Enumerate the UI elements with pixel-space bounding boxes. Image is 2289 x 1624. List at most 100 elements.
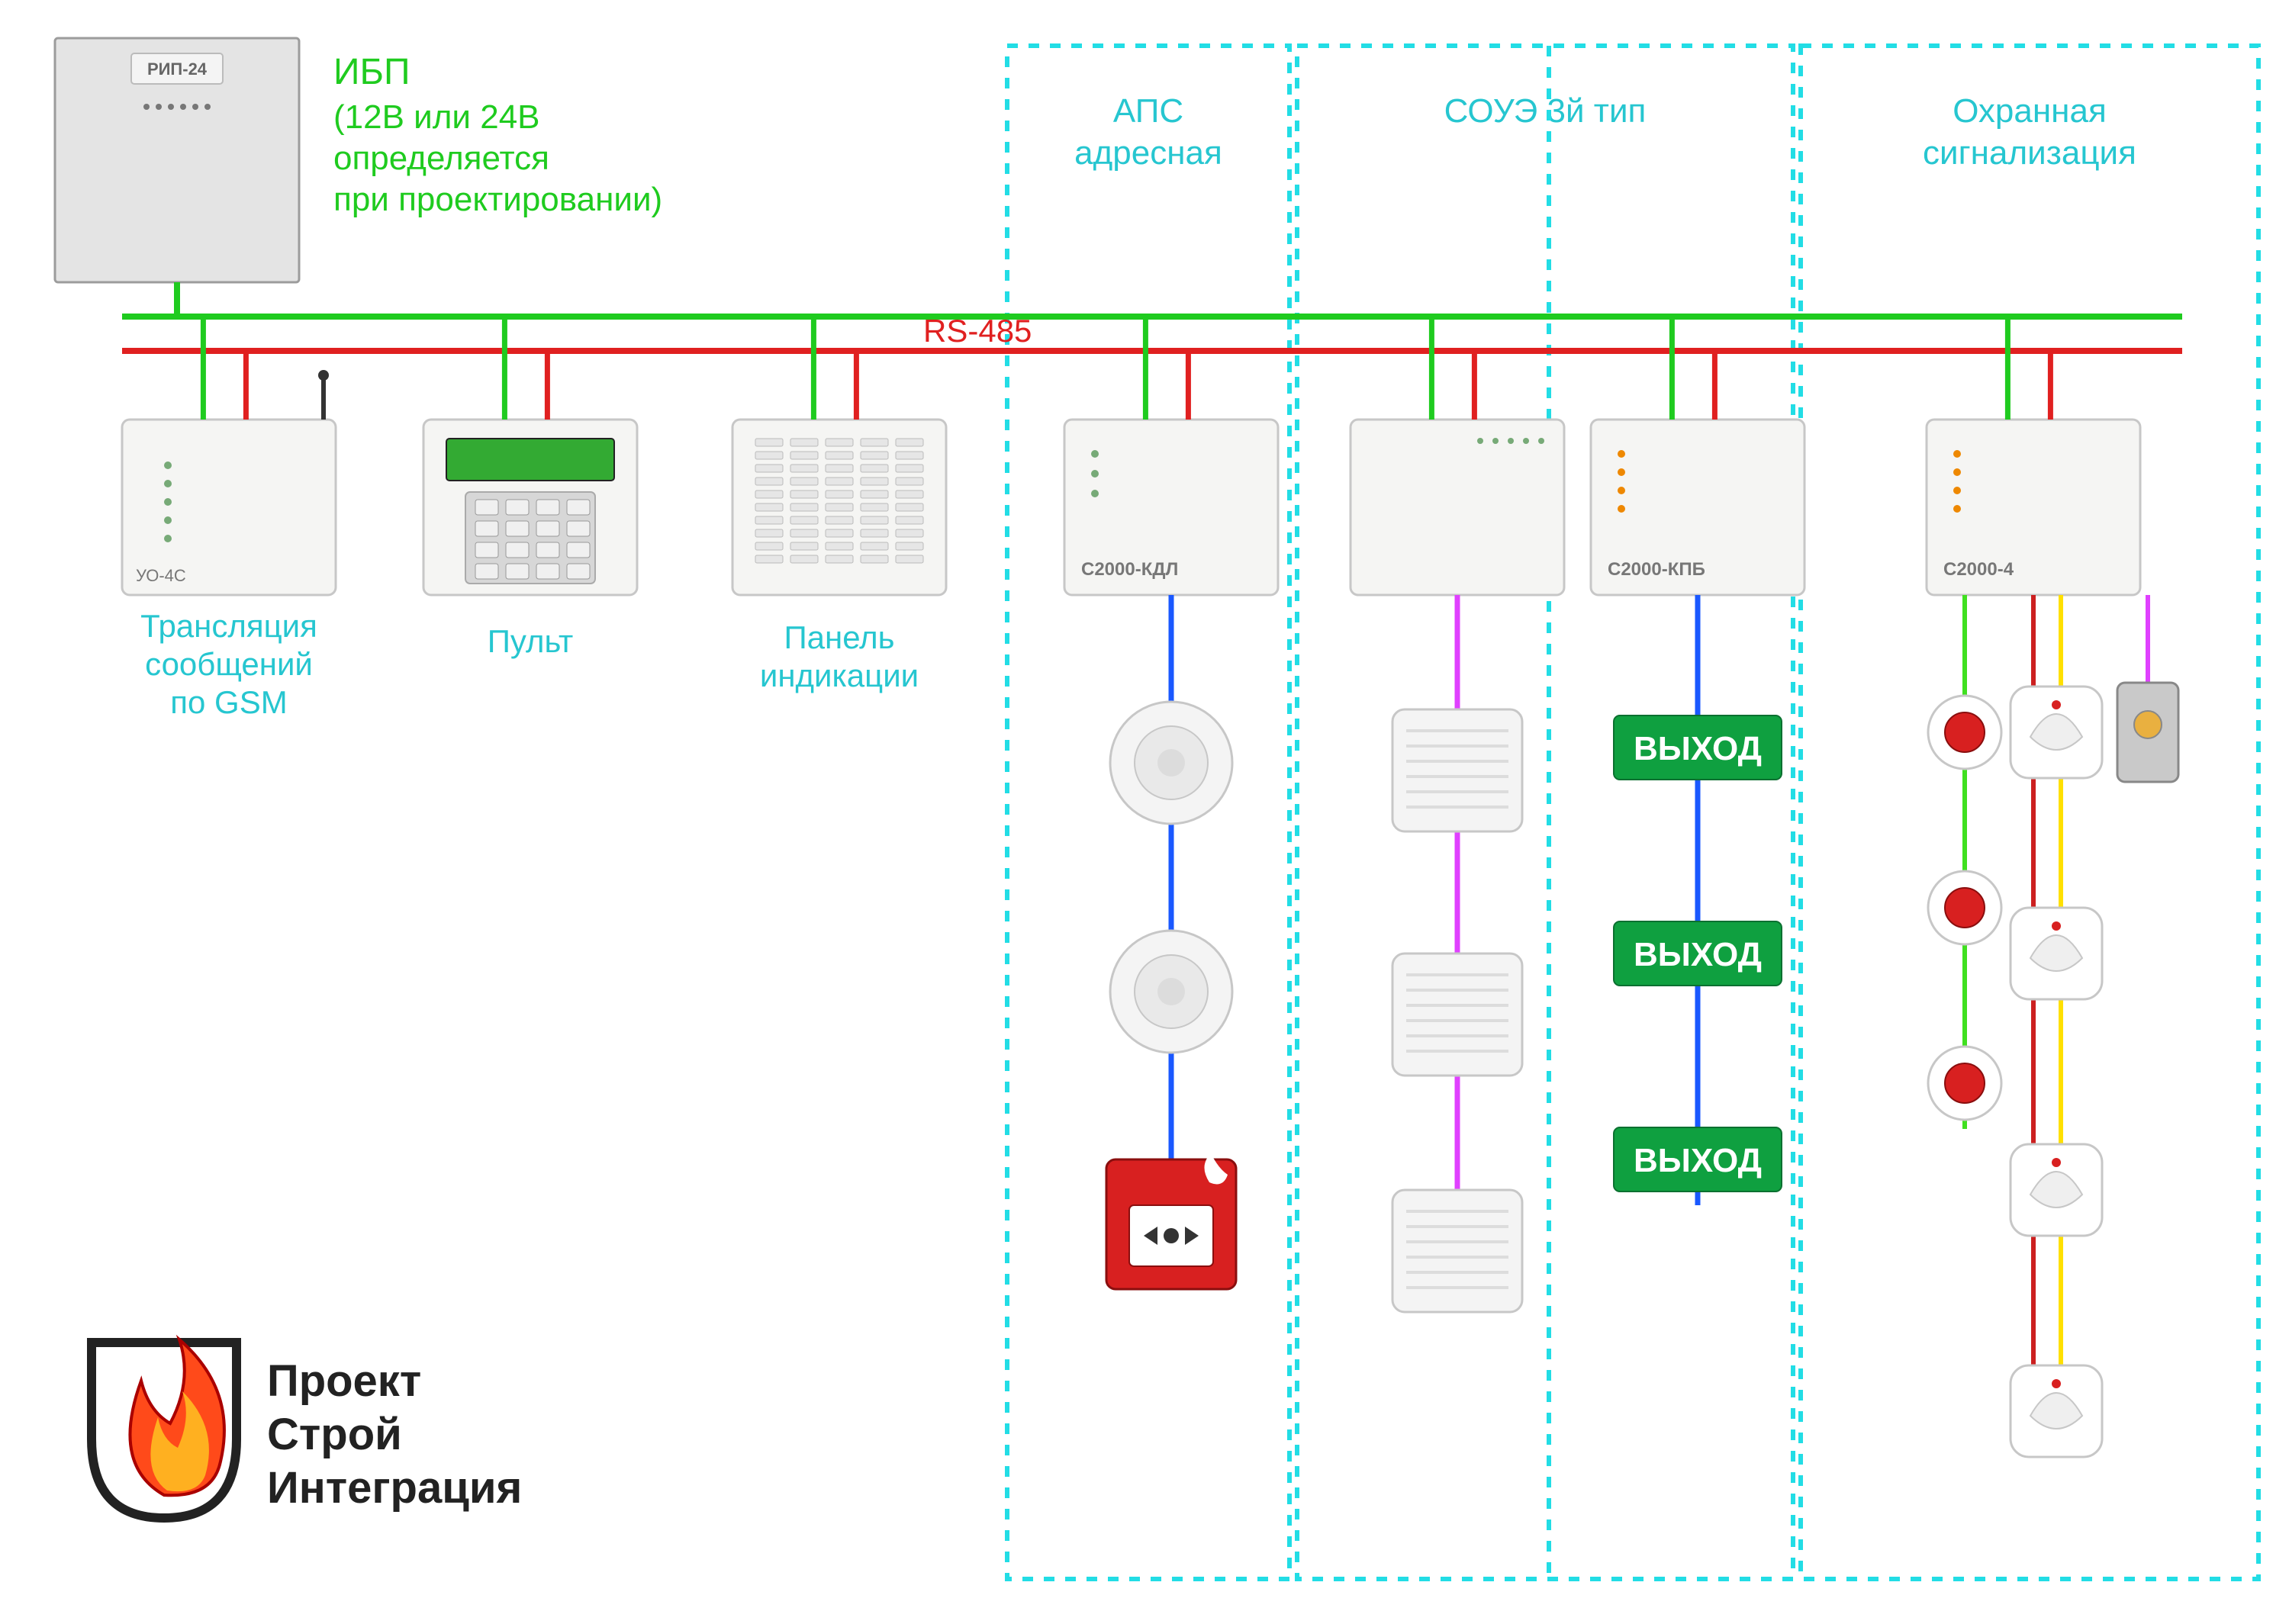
 (1492, 438, 1499, 444)
rs485-label: RS-485 (923, 313, 1032, 349)
 (1945, 1063, 1985, 1103)
 (1091, 470, 1099, 478)
 (567, 500, 590, 515)
 (896, 503, 923, 511)
 (896, 490, 923, 498)
 (164, 480, 172, 487)
 (164, 498, 172, 506)
zone-subtitle-guard: сигнализация (1923, 134, 2136, 172)
 (1157, 749, 1185, 777)
 (896, 439, 923, 446)
s4-model: С2000-4 (1943, 559, 2014, 580)
 (1538, 438, 1544, 444)
 (755, 555, 783, 563)
ups-model: РИП-24 (147, 59, 208, 79)
 (506, 521, 529, 536)
 (1953, 468, 1961, 476)
 (1477, 438, 1483, 444)
 (861, 439, 888, 446)
speaker-2 (1392, 953, 1522, 1076)
 (790, 452, 818, 459)
 (567, 564, 590, 579)
 (475, 564, 498, 579)
 (1523, 438, 1529, 444)
exit-1-label: ВЫХОД (1634, 730, 1762, 767)
 (861, 529, 888, 537)
speaker-1 (1392, 709, 1522, 831)
gsm-l3: по GSM (170, 684, 287, 720)
exit-2-label: ВЫХОД (1634, 936, 1762, 973)
 (1953, 450, 1961, 458)
 (475, 521, 498, 536)
 (168, 104, 174, 110)
logo-line3: Интеграция (267, 1463, 522, 1513)
 (1618, 505, 1625, 513)
logo-line1: Проект (267, 1356, 421, 1406)
 (536, 521, 559, 536)
 (790, 555, 818, 563)
 (826, 452, 853, 459)
ups-line2: (12В или 24В (333, 98, 540, 136)
zone-title-guard: Охранная (1953, 92, 2107, 130)
 (1091, 450, 1099, 458)
ups-line3: определяется (333, 140, 549, 177)
gsm-l1: Трансляция (140, 608, 317, 644)
 (506, 542, 529, 558)
 (861, 516, 888, 524)
 (826, 516, 853, 524)
 (1508, 438, 1514, 444)
 (156, 104, 162, 110)
 (861, 503, 888, 511)
 (826, 542, 853, 550)
 (790, 478, 818, 485)
device-body-amp (1351, 420, 1564, 595)
 (1945, 712, 1985, 752)
 (826, 503, 853, 511)
 (896, 529, 923, 537)
 (192, 104, 198, 110)
 (204, 104, 211, 110)
 (475, 500, 498, 515)
panel-l2: индикации (760, 658, 919, 693)
 (861, 542, 888, 550)
 (2052, 1158, 2061, 1167)
 (143, 104, 150, 110)
 (896, 516, 923, 524)
 (164, 461, 172, 469)
 (896, 465, 923, 472)
 (790, 542, 818, 550)
 (755, 452, 783, 459)
zone-title-soue: СОУЭ 3й тип (1444, 92, 1647, 130)
 (164, 516, 172, 524)
 (180, 104, 186, 110)
 (2052, 1379, 2061, 1388)
 (755, 490, 783, 498)
 (1618, 450, 1625, 458)
 (896, 478, 923, 485)
 (896, 452, 923, 459)
 (475, 542, 498, 558)
 (826, 529, 853, 537)
kdl-model: С2000-КДЛ (1081, 559, 1178, 580)
 (826, 465, 853, 472)
panel-l1: Панель (784, 619, 894, 655)
 (790, 503, 818, 511)
pult-lcd (446, 439, 614, 481)
 (861, 452, 888, 459)
 (536, 542, 559, 558)
 (861, 555, 888, 563)
exit-3-label: ВЫХОД (1634, 1142, 1762, 1179)
 (826, 490, 853, 498)
 (567, 542, 590, 558)
speaker-3 (1392, 1190, 1522, 1312)
 (2052, 921, 2061, 931)
 (318, 370, 329, 381)
 (755, 465, 783, 472)
 (790, 516, 818, 524)
 (1618, 487, 1625, 494)
 (755, 503, 783, 511)
 (826, 555, 853, 563)
 (1157, 978, 1185, 1005)
 (790, 490, 818, 498)
 (1618, 468, 1625, 476)
